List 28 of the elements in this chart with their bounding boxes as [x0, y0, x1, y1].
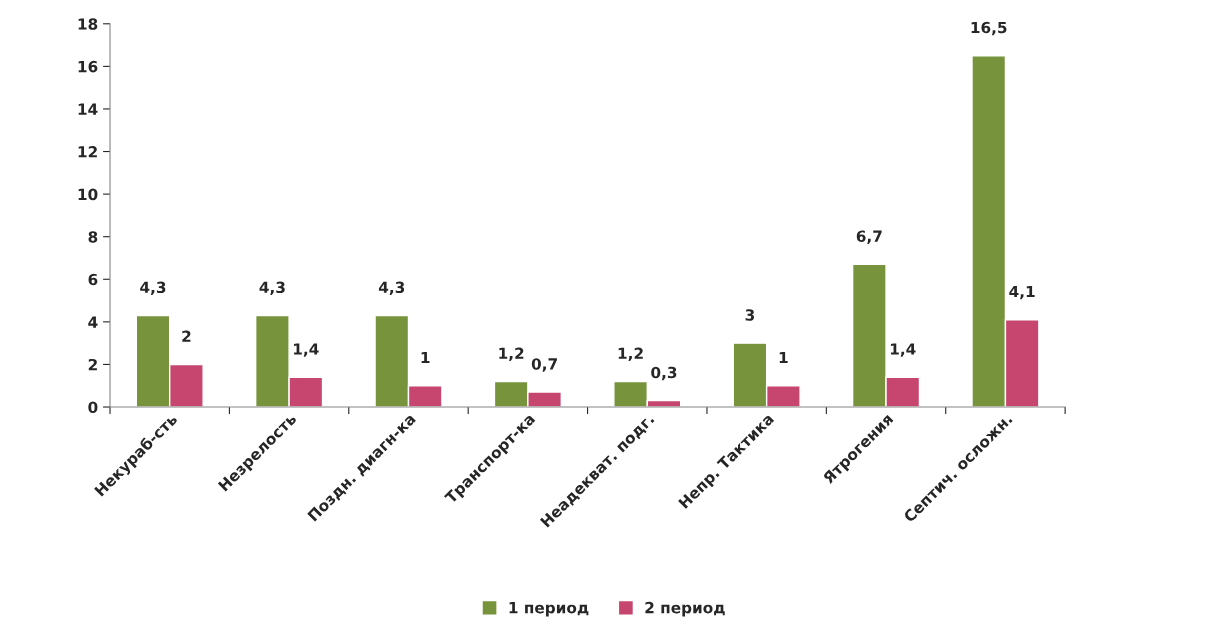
data-label: 4,3	[140, 281, 166, 296]
y-tick-label: 14	[78, 103, 98, 115]
data-label: 1,4	[294, 343, 319, 357]
data-label: 3	[745, 309, 755, 321]
data-label: 1,4	[890, 343, 916, 357]
y-tick-label: 0	[88, 401, 98, 414]
data-label: 1,2	[499, 347, 524, 362]
data-label: 16,5	[971, 21, 1007, 36]
data-label: 6,7	[856, 230, 882, 244]
y-tick-label: 16	[78, 60, 98, 73]
legend-label: 1 период	[509, 602, 589, 617]
data-label: 4,1	[1009, 285, 1035, 300]
data-label: 1	[779, 351, 788, 364]
legend-label: 2 период	[645, 601, 725, 617]
y-tick-label: 8	[88, 231, 98, 243]
data-label: 0,3	[651, 366, 677, 381]
y-tick-label: 4	[88, 316, 98, 328]
y-tick-label: 12	[78, 146, 97, 158]
data-label: 0,7	[531, 358, 557, 372]
y-tick-label: 18	[78, 18, 98, 30]
data-label: 2	[182, 330, 191, 342]
data-label: 1	[421, 351, 430, 364]
y-tick-label: 10	[78, 188, 98, 201]
y-tick-label: 2	[88, 358, 97, 371]
data-label: 4,3	[378, 281, 405, 296]
data-label: 1,2	[618, 347, 643, 362]
data-label: 4,3	[259, 281, 285, 296]
y-tick-label: 6	[88, 273, 98, 286]
